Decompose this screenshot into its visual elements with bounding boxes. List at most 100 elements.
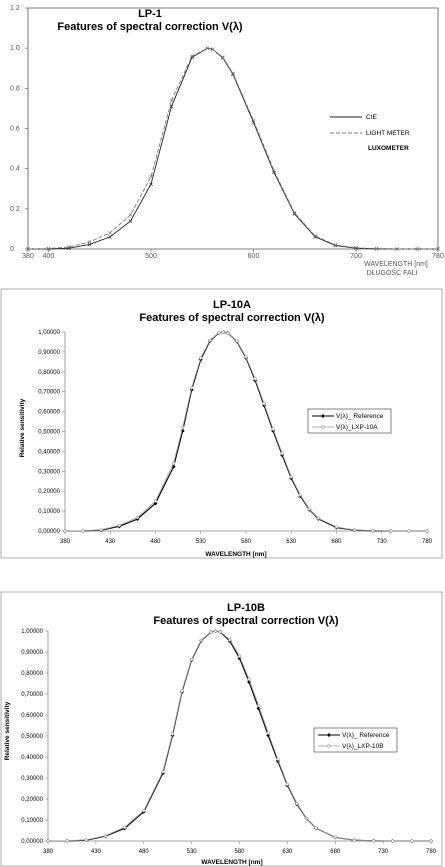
data-point-s2 — [190, 657, 194, 661]
data-point-s1 — [190, 55, 194, 60]
chart-title: LP-10A — [213, 299, 251, 311]
x-tick-label: 380 — [43, 849, 54, 855]
data-point-s2 — [313, 234, 317, 238]
x-axis-label: WAVELENGTH [nm] — [364, 261, 428, 268]
chart-lp10a-svg: LP-10A Features of spectral correction V… — [0, 288, 443, 559]
data-point-s2 — [135, 515, 139, 520]
y-tick-label: 0,20000 — [21, 797, 43, 803]
data-point-s2 — [180, 689, 184, 693]
x-tick-label: 380 — [60, 539, 71, 545]
y-tick-label: 1,00000 — [38, 330, 60, 336]
data-point-s2 — [298, 493, 302, 497]
y-axis-label: Relative sensitivity — [19, 398, 26, 457]
legend-label-1: V(λ)_ Reference — [342, 732, 390, 739]
data-point-s2 — [142, 808, 146, 813]
x-tick-label: 600 — [248, 253, 260, 260]
x-tick-label: 380 — [22, 253, 34, 260]
data-point-s2 — [84, 838, 88, 842]
data-point-s1 — [292, 212, 297, 216]
legend-marker-2 — [321, 425, 325, 429]
data-point-s2 — [209, 630, 213, 634]
data-point-s2 — [237, 654, 242, 658]
data-point-s2 — [314, 826, 318, 830]
y-tick-label: 0,00000 — [38, 529, 60, 535]
data-point-s2 — [190, 54, 194, 59]
data-point-s2 — [81, 529, 85, 533]
data-point-s1 — [128, 219, 133, 223]
data-point-s2 — [208, 338, 212, 342]
data-point-s2 — [391, 839, 395, 843]
data-point-s2 — [285, 782, 289, 786]
x-tick-label: 780 — [426, 849, 437, 855]
chart-subtitle: Features of spectral correction V(λ) — [139, 312, 325, 324]
data-point-s2 — [410, 839, 414, 843]
data-point-s2 — [295, 802, 299, 806]
data-point-s2 — [407, 529, 411, 533]
y-tick-label: 0,40000 — [21, 755, 43, 761]
chart-lp1-svg: LP-1 Features of spectral correction V(λ… — [10, 5, 444, 277]
y-tick-label: 0,10000 — [21, 818, 43, 824]
x-tick-label: 730 — [378, 849, 389, 855]
chart-lp1: LP-1 Features of spectral correction V(λ… — [0, 0, 445, 290]
data-point-s2 — [108, 231, 112, 235]
chart-title: LP-10B — [227, 602, 265, 614]
y-tick-label: 0,60000 — [38, 410, 60, 416]
series-line-2 — [64, 331, 427, 532]
data-point-s2 — [122, 825, 127, 829]
data-point-s2 — [213, 629, 218, 633]
data-point-s2 — [251, 118, 256, 123]
data-point-s2 — [46, 839, 50, 843]
data-point-s2 — [266, 731, 270, 735]
data-point-s2 — [374, 246, 379, 251]
chart-subtitle: Features of spectral correction V(λ) — [153, 615, 339, 627]
data-point-s2 — [262, 402, 266, 406]
data-point-s2 — [316, 516, 321, 520]
data-point-s2 — [425, 529, 429, 533]
data-point-s2 — [228, 638, 232, 642]
x-tick-label: 630 — [286, 539, 297, 545]
series-line-2 — [47, 630, 431, 842]
data-point-s2 — [220, 55, 225, 60]
x-tick-label: 500 — [145, 253, 157, 260]
data-point-s2 — [354, 245, 358, 250]
y-tick-label: 1,00000 — [21, 629, 43, 635]
y-axis-label: Relative sensitivity — [4, 701, 11, 760]
data-point-s1 — [313, 234, 317, 239]
data-point-s1 — [180, 428, 185, 433]
legend-box — [313, 727, 398, 753]
y-tick-label: 0,30000 — [21, 776, 43, 782]
legend-marker-1 — [321, 414, 325, 418]
data-point-s2 — [272, 168, 276, 173]
data-point-s2 — [415, 247, 420, 251]
data-point-s2 — [371, 839, 376, 843]
data-point-s2 — [169, 98, 174, 103]
chart-frame — [0, 591, 443, 867]
y-tick-label: 0.4 — [10, 166, 20, 173]
chart-lp10a: LP-10A Features of spectral correction V… — [0, 288, 445, 560]
legend-box — [307, 408, 392, 434]
data-point-s2 — [244, 355, 248, 359]
x-tick-label: 630 — [282, 849, 293, 855]
chart-title: LP-1 — [138, 8, 162, 20]
data-point-s2 — [199, 638, 203, 642]
y-tick-label: 0,90000 — [38, 350, 60, 356]
y-tick-label: 0,40000 — [38, 449, 60, 455]
x-axis-label: WAVELENGTH [nm] — [201, 859, 262, 866]
data-point-s2 — [170, 732, 175, 736]
legend-marker-2 — [327, 744, 331, 748]
x-tick-label: 580 — [241, 539, 252, 545]
x-tick-label: 530 — [196, 539, 207, 545]
data-point-s2 — [172, 461, 176, 465]
data-point-s2 — [67, 245, 71, 249]
y-tick-label: 0,80000 — [38, 370, 60, 376]
data-point-s2 — [235, 339, 239, 343]
chart-frame — [0, 288, 443, 559]
y-tick-label: 1.2 — [10, 5, 20, 12]
chart-subtitle: Features of spectral correction V(λ) — [57, 21, 243, 33]
y-tick-label: 0,50000 — [21, 734, 43, 740]
data-point-s2 — [271, 427, 275, 431]
data-point-s2 — [46, 246, 51, 251]
data-point-s2 — [334, 525, 339, 529]
data-point-s2 — [289, 475, 293, 479]
x-axis-label-pl: DŁUGOŚĆ FALI — [367, 268, 418, 277]
